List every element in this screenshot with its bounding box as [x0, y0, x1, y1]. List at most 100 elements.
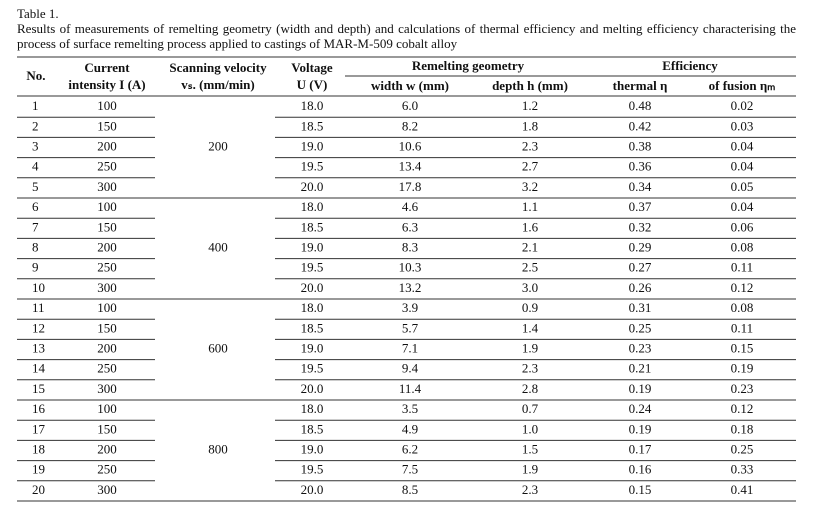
cell: 200 — [208, 138, 228, 153]
cell: 1.2 — [522, 98, 538, 113]
cell: 4 — [32, 159, 39, 174]
cell: 0.18 — [731, 421, 754, 436]
cell: 2 — [32, 118, 39, 133]
cell: 0.19 — [629, 421, 652, 436]
cell: 0.17 — [629, 441, 652, 456]
cell: 0.29 — [629, 239, 652, 254]
cell: 20.0 — [301, 482, 324, 497]
cell: 300 — [97, 381, 117, 396]
cell: 6.3 — [402, 219, 418, 234]
cell: 1.9 — [522, 462, 538, 477]
cell: 1.0 — [522, 421, 538, 436]
cell: 7.5 — [402, 462, 418, 477]
cell: 17 — [32, 421, 46, 436]
cell: 0.32 — [629, 219, 652, 234]
cell: 19.0 — [301, 441, 324, 456]
cell: 10 — [32, 280, 45, 295]
header-cell: U (V) — [297, 77, 328, 92]
cell: 0.48 — [629, 98, 652, 113]
cell: 0.25 — [731, 441, 754, 456]
cell: 250 — [97, 159, 117, 174]
cell: 0.15 — [731, 340, 754, 355]
cell: 7 — [32, 219, 39, 234]
cell: 4.9 — [402, 421, 418, 436]
cell: 18.0 — [301, 401, 324, 416]
cell: 19.5 — [301, 260, 324, 275]
cell: 2.1 — [522, 239, 538, 254]
cell: 8.3 — [402, 239, 418, 254]
cell: 3.5 — [402, 401, 418, 416]
cell: 6.2 — [402, 441, 418, 456]
cell: 18.5 — [301, 421, 324, 436]
cell: 200 — [97, 340, 117, 355]
cell: 18.0 — [301, 300, 324, 315]
cell: 13.2 — [399, 280, 422, 295]
cell: 0.19 — [731, 361, 754, 376]
cell: 14 — [32, 361, 46, 376]
cell: 19.5 — [301, 361, 324, 376]
cell: 200 — [97, 138, 117, 153]
cell: 18.5 — [301, 118, 324, 133]
cell: 100 — [97, 98, 117, 113]
cell: 2.3 — [522, 482, 538, 497]
cell: 0.05 — [731, 179, 754, 194]
cell: 1.1 — [522, 199, 538, 214]
header-cell: Scanning velocity — [169, 60, 267, 75]
cell: 0.25 — [629, 320, 652, 335]
cell: 20.0 — [301, 381, 324, 396]
cell: 8.5 — [402, 482, 418, 497]
cell: 7.1 — [402, 340, 418, 355]
cell: 300 — [97, 280, 117, 295]
cell: 10.3 — [399, 260, 422, 275]
cell: 0.27 — [629, 260, 652, 275]
cell: 0.37 — [629, 199, 652, 214]
cell: 11.4 — [399, 381, 422, 396]
header-cell: Efficiency — [662, 58, 718, 73]
cell: 19.0 — [301, 340, 324, 355]
cell: 0.11 — [731, 320, 753, 335]
cell: 8 — [32, 239, 39, 254]
cell: 0.41 — [731, 482, 754, 497]
cell: 4.6 — [402, 199, 419, 214]
cell: 0.31 — [629, 300, 652, 315]
cell: 150 — [97, 118, 117, 133]
cell: 0.02 — [731, 98, 754, 113]
cell: 0.38 — [629, 138, 652, 153]
header-cell: Current — [84, 60, 130, 75]
cell: 18.0 — [301, 98, 324, 113]
header-cell: intensity I (A) — [68, 77, 145, 92]
cell: 3.9 — [402, 300, 418, 315]
cell: 19.5 — [301, 159, 324, 174]
cell: 9 — [32, 260, 39, 275]
table-title: Table 1. — [17, 6, 59, 21]
cell: 6 — [32, 199, 39, 214]
cell: 0.24 — [629, 401, 652, 416]
cell: 150 — [97, 219, 117, 234]
cell: 19.0 — [301, 138, 324, 153]
cell: 100 — [97, 401, 117, 416]
cell: 0.06 — [731, 219, 754, 234]
cell: 3 — [32, 138, 39, 153]
cell: 1.4 — [522, 320, 539, 335]
cell: 2.5 — [522, 260, 538, 275]
cell: 1.9 — [522, 340, 538, 355]
cell: 5 — [32, 179, 39, 194]
cell: 12 — [32, 320, 45, 335]
cell: 2.3 — [522, 138, 538, 153]
cell: 2.8 — [522, 381, 538, 396]
cell: 3.2 — [522, 179, 538, 194]
cell: 0.12 — [731, 280, 754, 295]
cell: 0.36 — [629, 159, 652, 174]
cell: 3.0 — [522, 280, 538, 295]
cell: 0.12 — [731, 401, 754, 416]
cell: 0.08 — [731, 300, 754, 315]
cell: 0.04 — [731, 199, 754, 214]
cell: 0.16 — [629, 462, 652, 477]
cell: 2.3 — [522, 361, 538, 376]
cell: 1.8 — [522, 118, 538, 133]
cell: 0.08 — [731, 239, 754, 254]
header-cell: vₛ. (mm/min) — [181, 77, 254, 92]
cell: 11 — [32, 300, 45, 315]
